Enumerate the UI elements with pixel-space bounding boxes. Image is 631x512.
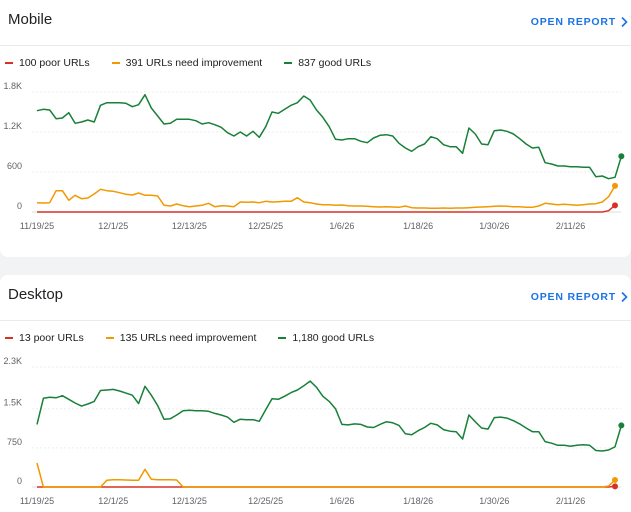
chart-legend: 100 poor URLs 391 URLs need improvement … [0, 56, 393, 70]
series-endpoint-poor[interactable] [612, 483, 618, 490]
x-tick-label: 12/1/25 [98, 496, 128, 506]
y-tick-label: 1.2K [3, 121, 22, 131]
legend-label-good: 1,180 good URLs [292, 332, 375, 344]
legend-item-good[interactable]: 1,180 good URLs [278, 332, 374, 344]
legend-item-poor[interactable]: 100 poor URLs [5, 57, 90, 69]
open-report-button[interactable]: OPEN REPORT [531, 12, 631, 32]
y-tick-label: 0 [17, 201, 22, 211]
legend-swatch-needs-improvement [111, 62, 120, 64]
open-report-button[interactable]: OPEN REPORT [531, 287, 631, 307]
legend-label-needs-improvement: 391 URLs need improvement [125, 57, 263, 69]
series-endpoint-needs-improvement[interactable] [612, 476, 618, 483]
y-tick-label: 1.5K [3, 398, 22, 408]
series-endpoint-needs-improvement[interactable] [612, 182, 618, 189]
legend-swatch-needs-improvement [105, 337, 114, 339]
x-tick-label: 12/13/25 [172, 221, 207, 231]
x-tick-label: 1/18/26 [403, 221, 433, 231]
x-tick-label: 1/6/26 [329, 221, 354, 231]
series-line-poor [37, 204, 616, 213]
header-divider [0, 320, 631, 321]
legend-swatch-poor [5, 62, 13, 64]
y-tick-label: 750 [7, 437, 22, 447]
legend-swatch-good [278, 337, 287, 339]
series-endpoint-good[interactable] [618, 153, 625, 160]
chevron-right-icon [621, 291, 628, 303]
y-tick-label: 1.8K [3, 81, 22, 91]
x-tick-label: 12/1/25 [98, 221, 128, 231]
series-line-good [36, 93, 623, 180]
x-tick-label: 2/11/26 [556, 221, 585, 231]
chart-legend: 13 poor URLs 135 URLs need improvement 1… [0, 331, 396, 345]
x-tick-label: 11/19/25 [20, 221, 54, 231]
legend-label-poor: 100 poor URLs [19, 57, 90, 69]
x-tick-label: 11/19/25 [20, 496, 54, 506]
series-endpoint-good[interactable] [618, 422, 625, 429]
x-tick-label: 1/30/26 [479, 221, 509, 231]
desktop-line-chart: 0 750 1.5K 2.3K 11/19/25 12/1/25 12/13/25 12/25… [3, 356, 625, 506]
y-tick-label: 0 [17, 476, 22, 486]
series-endpoint-poor[interactable] [612, 202, 618, 209]
open-report-label: OPEN REPORT [530, 291, 616, 303]
card-title: Desktop [8, 286, 64, 303]
header-divider [0, 45, 631, 46]
legend-item-poor[interactable]: 13 poor URLs [5, 332, 84, 344]
y-tick-label: 600 [7, 161, 22, 171]
x-tick-label: 1/30/26 [479, 496, 509, 506]
mobile-line-chart: 0 600 1.2K 1.8K 11/19/25 12/1/25 12/13/25 12/25… [3, 81, 625, 231]
chevron-right-icon [621, 16, 628, 28]
x-tick-label: 12/25/25 [248, 496, 283, 506]
desktop-card: Desktop OPEN REPORT 13 poor URLs 135 URL… [0, 275, 631, 512]
card-title: Mobile [8, 11, 53, 28]
mobile-card: Mobile OPEN REPORT 100 poor URLs 391 URL… [0, 0, 631, 257]
x-tick-label: 2/11/26 [556, 496, 585, 506]
legend-item-needs-improvement[interactable]: 135 URLs need improvement [105, 332, 257, 344]
legend-swatch-good [284, 62, 293, 64]
open-report-label: OPEN REPORT [530, 16, 616, 28]
y-tick-label: 2.3K [3, 356, 22, 366]
x-tick-label: 1/6/26 [329, 496, 354, 506]
legend-label-good: 837 good URLs [298, 57, 372, 69]
x-tick-label: 1/18/26 [403, 496, 433, 506]
legend-item-good[interactable]: 837 good URLs [284, 57, 371, 69]
x-tick-label: 12/25/25 [248, 221, 283, 231]
legend-item-needs-improvement[interactable]: 391 URLs need improvement [111, 57, 263, 69]
legend-label-needs-improvement: 135 URLs need improvement [119, 332, 257, 344]
series-line-needs-improvement [36, 462, 616, 488]
series-line-needs-improvement [36, 185, 616, 210]
legend-label-poor: 13 poor URLs [19, 332, 84, 344]
legend-swatch-poor [5, 337, 13, 339]
x-tick-label: 12/13/25 [172, 496, 207, 506]
series-line-good [36, 380, 623, 452]
